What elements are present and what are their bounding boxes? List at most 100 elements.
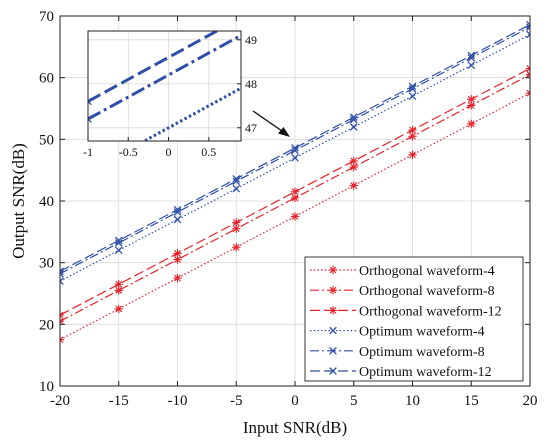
data-point (173, 208, 182, 216)
inset-background (88, 31, 241, 141)
data-point (467, 54, 476, 62)
inset-data-point (88, 97, 92, 106)
x-tick-label: -20 (50, 393, 70, 409)
legend-label: Optimum waveform-12 (359, 365, 492, 380)
legend-item: Optimum waveform-4 (310, 325, 485, 340)
inset-series (141, 86, 241, 141)
data-point (467, 101, 476, 110)
y-axis-label: Output SNR(dB) (9, 143, 28, 259)
data-point (525, 70, 530, 79)
data-point (232, 218, 241, 227)
inset-series-line (141, 86, 241, 141)
legend-label: Optimum waveform-4 (359, 325, 485, 340)
series-2 (60, 70, 530, 326)
axis-ticks (59, 15, 531, 387)
series-layer (60, 20, 530, 344)
data-point (60, 277, 64, 285)
legend: Orthogonal waveform-4 Orthogonal waveform… (304, 256, 524, 382)
data-point (408, 150, 417, 159)
data-point (232, 177, 241, 186)
data-point (291, 154, 299, 162)
inset-y-tick-label: 49 (245, 33, 257, 47)
legend-marker (329, 367, 337, 375)
data-point (349, 123, 358, 131)
data-point (173, 273, 182, 283)
legend-label: Orthogonal waveform-12 (359, 304, 502, 319)
data-point (525, 64, 530, 73)
data-point (173, 255, 182, 264)
data-point (290, 187, 300, 196)
legend-marker (328, 265, 338, 275)
legend-label: Orthogonal waveform-8 (359, 284, 495, 299)
legend-items: Orthogonal waveform-4 Orthogonal waveform… (310, 264, 502, 380)
y-tick-label: 50 (39, 132, 54, 148)
legend-marker (329, 326, 337, 335)
data-point (232, 174, 241, 183)
y-tick-label: 60 (39, 71, 54, 87)
data-point (114, 304, 123, 314)
series-line (60, 74, 530, 322)
inset-y-tick-label: 47 (245, 121, 257, 135)
data-point (408, 125, 417, 135)
series-line (60, 67, 530, 316)
legend-marker (329, 346, 337, 355)
legend-item: Optimum waveform-12 (310, 365, 492, 380)
inset-plot: -1 -0.5 0 0.5 47 48 49 (83, 30, 257, 159)
x-tick-label: 10 (405, 393, 420, 409)
inset-series-line (88, 34, 241, 121)
data-point (349, 115, 358, 124)
inset-series (88, 31, 220, 106)
legend-item: Orthogonal waveform-12 (310, 304, 502, 319)
data-point (526, 30, 530, 39)
inset-y-tick-label: 48 (245, 77, 257, 91)
data-point (349, 156, 358, 166)
data-point (173, 215, 182, 224)
y-tick-label: 10 (39, 379, 54, 395)
inset-series-line (88, 31, 220, 103)
legend-label: Orthogonal waveform-4 (359, 264, 495, 279)
data-point (349, 162, 358, 172)
data-point (114, 239, 123, 247)
zoom-arrow (252, 110, 290, 137)
x-tick-label: -15 (109, 393, 129, 409)
inset-data-point (88, 115, 92, 123)
data-point (114, 246, 123, 255)
data-point (526, 23, 530, 31)
legend-marker (328, 306, 338, 315)
legend-item: Orthogonal waveform-4 (310, 264, 495, 279)
legend-item: Optimum waveform-8 (310, 345, 485, 360)
legend-label: Optimum waveform-8 (359, 345, 485, 360)
data-point (173, 205, 182, 214)
series-6 (60, 20, 530, 276)
data-point (60, 335, 65, 344)
inset-x-tick-label: -0.5 (119, 145, 138, 159)
inset-x-tick-label: -1 (83, 145, 93, 159)
data-point (173, 249, 182, 258)
y-tick-label: 30 (39, 256, 54, 272)
data-point (467, 119, 476, 129)
x-tick-label: 0 (291, 393, 299, 409)
inset-x-tick-label: 0.5 (201, 145, 216, 159)
data-point (291, 144, 299, 152)
data-point (290, 212, 300, 221)
series-4 (60, 30, 530, 285)
series-3 (60, 64, 530, 320)
data-point (114, 280, 123, 289)
series-5 (60, 23, 530, 278)
data-point (349, 181, 358, 190)
inset-series-layer (88, 31, 241, 141)
x-tick-labels: -20 -15 -10 -5 0 5 10 15 20 (50, 393, 538, 409)
data-point (349, 113, 358, 121)
series-line (60, 24, 530, 272)
data-point (60, 317, 65, 326)
inset-series (88, 34, 241, 123)
data-point (60, 267, 64, 276)
series-1 (60, 88, 530, 344)
inset-y-tick-labels: 47 48 49 (245, 33, 257, 135)
data-point (408, 92, 417, 100)
x-tick-label: -10 (168, 393, 188, 409)
x-tick-label: 20 (523, 393, 538, 409)
data-point (291, 146, 299, 155)
inset-x-tick-labels: -1 -0.5 0 0.5 (83, 145, 216, 159)
